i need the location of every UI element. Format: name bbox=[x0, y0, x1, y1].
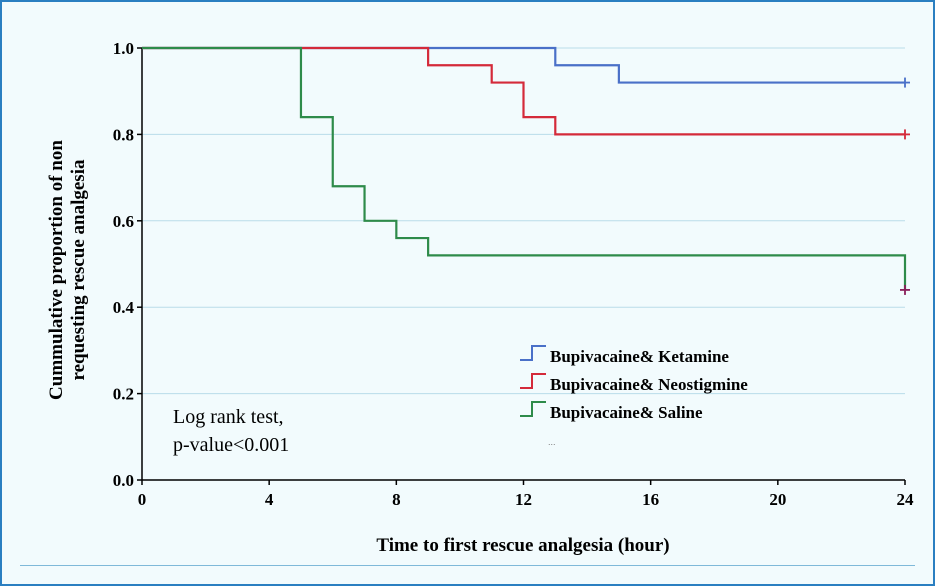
x-tick-label: 0 bbox=[138, 490, 147, 509]
y-axis-title-line1: Cummulative proportion of non bbox=[46, 140, 67, 400]
legend-label: Bupivacaine& Saline bbox=[550, 403, 703, 422]
censor-mark-1 bbox=[900, 129, 910, 140]
legend-item-2: Bupivacaine& Saline bbox=[520, 401, 703, 422]
x-tick-label: 20 bbox=[769, 490, 786, 509]
annotation-line1: Log rank test, bbox=[173, 406, 284, 428]
censor-marks bbox=[900, 77, 910, 295]
x-tick-label: 4 bbox=[265, 490, 274, 509]
series-lines bbox=[142, 46, 907, 290]
legend-ellipsis: ... bbox=[548, 437, 556, 447]
y-axis-title-line2: requesting rescue analgesia bbox=[68, 159, 89, 380]
legend-item-1: Bupivacaine& Neostigmine bbox=[520, 373, 748, 394]
legend-swatch bbox=[520, 345, 546, 361]
legend-label: Bupivacaine& Ketamine bbox=[550, 347, 729, 366]
legend-swatch bbox=[520, 401, 546, 417]
legend: Bupivacaine& Ketamine Bupivacaine& Neosti… bbox=[520, 345, 748, 447]
series-line-0 bbox=[142, 46, 905, 84]
censor-mark-2 bbox=[900, 284, 910, 295]
legend-label: Bupivacaine& Neostigmine bbox=[550, 375, 748, 394]
series-line-2 bbox=[142, 46, 907, 290]
x-tick-label: 24 bbox=[897, 490, 915, 509]
series-line-1 bbox=[142, 46, 905, 136]
y-tick-label: 0.0 bbox=[113, 471, 134, 490]
y-ticks: 0.0 0.2 0.4 0.6 0.8 1.0 bbox=[113, 39, 142, 490]
x-tick-label: 8 bbox=[392, 490, 401, 509]
x-tick-label: 12 bbox=[515, 490, 532, 509]
legend-swatch bbox=[520, 373, 546, 389]
y-axis-title: Cummulative proportion of non requesting… bbox=[46, 140, 89, 400]
x-axis-title: Time to first rescue analgesia (hour) bbox=[376, 535, 669, 556]
y-tick-label: 0.2 bbox=[113, 385, 134, 404]
legend-item-0: Bupivacaine& Ketamine bbox=[520, 345, 729, 366]
y-tick-label: 1.0 bbox=[113, 39, 134, 58]
y-tick-label: 0.4 bbox=[113, 298, 135, 317]
x-tick-label: 16 bbox=[642, 490, 659, 509]
annotation-line2: p-value<0.001 bbox=[173, 434, 289, 456]
censor-mark-0 bbox=[900, 77, 910, 88]
bottom-divider bbox=[20, 565, 915, 566]
y-tick-label: 0.6 bbox=[113, 212, 134, 231]
log-rank-annotation: Log rank test, p-value<0.001 bbox=[173, 406, 289, 456]
x-ticks: 0 4 8 12 16 20 24 bbox=[138, 480, 914, 509]
y-tick-label: 0.8 bbox=[113, 125, 134, 144]
